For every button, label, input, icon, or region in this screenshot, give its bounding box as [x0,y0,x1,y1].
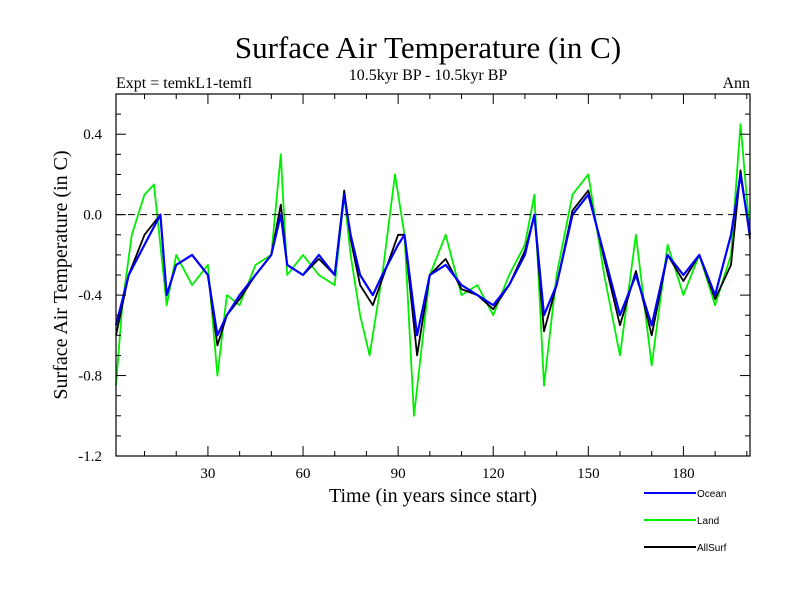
y-tick-label: 0.0 [83,208,102,224]
axis-layer: 30 60 90 120 150 180 -1.2 -0.8 -0.4 0.0 0.4 [78,93,750,482]
x-axis-label: Time (in years since start) [329,485,537,507]
series-line-ocean [114,173,752,337]
x-tick-label: 120 [482,466,505,482]
legend-label-allsurf: AllSurf [697,543,727,554]
y-tick-label: -0.8 [78,369,102,385]
y-axis-label: Surface Air Temperature (in C) [50,150,72,399]
y-tick-label: 0.4 [83,127,102,143]
experiment-label: Expt = temkL1-temfl [116,75,253,92]
season-label: Ann [722,75,750,92]
chart-title: Surface Air Temperature (in C) [235,30,621,65]
legend-label-land: Land [697,516,719,527]
y-tick-label: -1.2 [78,449,102,465]
period-label: 10.5kyr BP - 10.5kyr BP [349,67,508,84]
legend: Ocean Land AllSurf [644,489,727,554]
x-tick-label: 60 [296,466,311,482]
x-tick-label: 150 [577,466,600,482]
x-tick-label: 90 [391,466,406,482]
x-tick-label: 180 [672,466,695,482]
y-tick-label: -0.4 [78,288,102,304]
series-line-allsurf [115,169,751,357]
series-layer [114,123,752,417]
series-line-land [115,123,751,417]
plot-frame [115,93,751,457]
x-tick-label: 30 [200,466,215,482]
legend-label-ocean: Ocean [697,489,726,500]
